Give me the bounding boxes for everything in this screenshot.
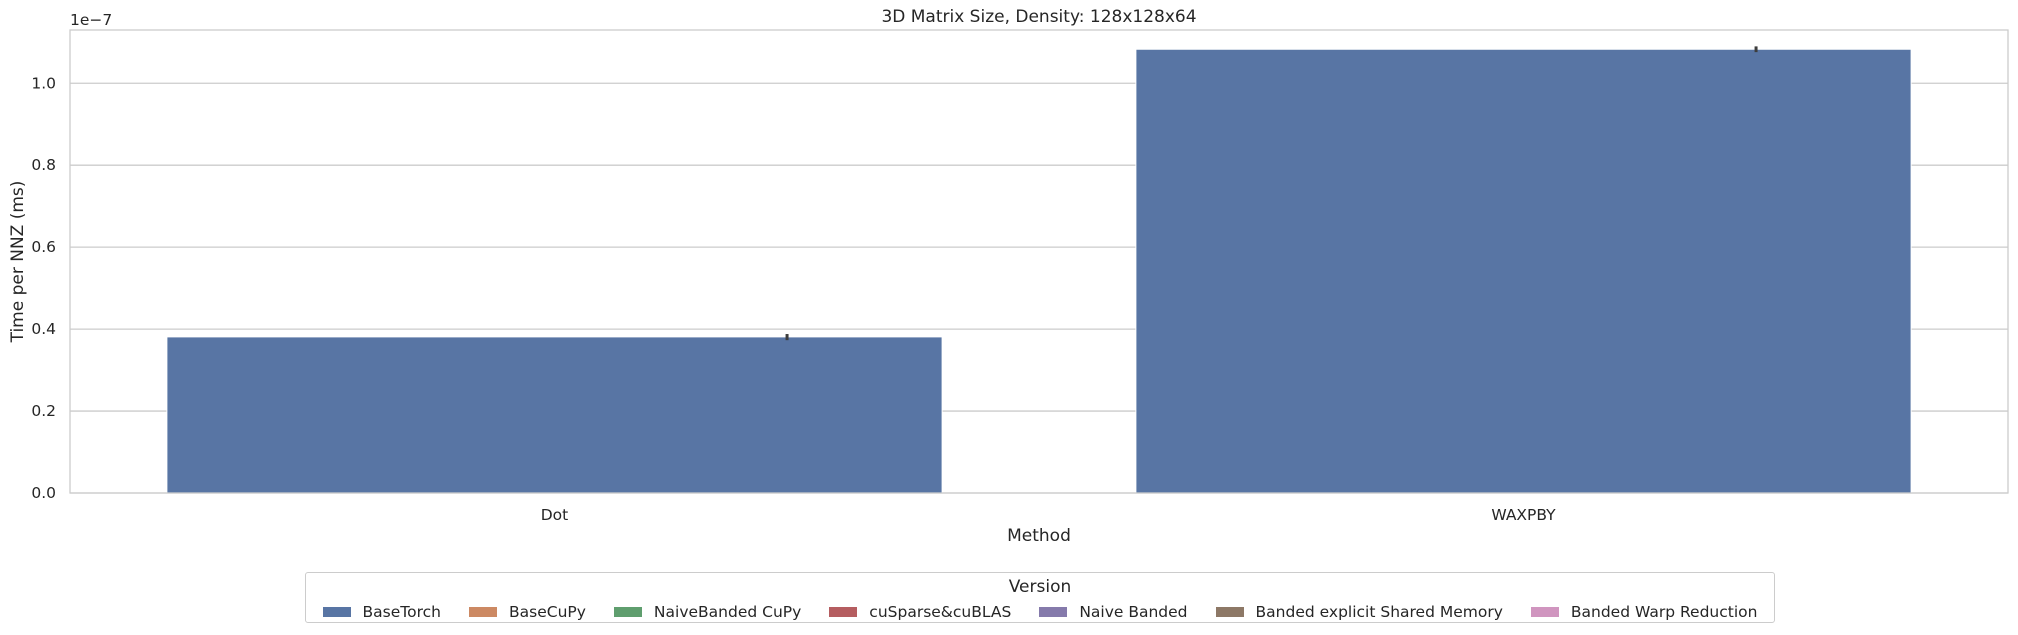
legend-item: Naive Banded (1039, 603, 1188, 621)
legend-swatch (829, 607, 858, 617)
bar (166, 336, 943, 494)
legend-label: cuSparse&cuBLAS (869, 603, 1012, 621)
legend-label: Banded Warp Reduction (1570, 603, 1758, 621)
y-tick-label: 0.4 (31, 320, 56, 338)
legend-label: BaseCuPy (509, 603, 586, 621)
bar (1135, 48, 1912, 494)
legend-label: BaseTorch (362, 603, 441, 621)
y-tick-label: 0.6 (31, 238, 56, 256)
legend-items: BaseTorch BaseCuPy NaiveBanded CuPy cuSpars… (306, 603, 1774, 621)
y-tick-label: 0.0 (31, 484, 56, 502)
legend-swatch (613, 607, 642, 617)
legend-item: Banded explicit Shared Memory (1215, 603, 1503, 621)
legend-swatch (322, 607, 351, 617)
x-axis-label: Method (1007, 526, 1071, 546)
y-tick-label: 1.0 (31, 74, 56, 92)
legend-title: Version (1008, 577, 1072, 597)
legend-item: BaseCuPy (469, 603, 586, 621)
legend-item: NaiveBanded CuPy (613, 603, 802, 621)
legend-label: Naive Banded (1079, 603, 1188, 621)
legend-swatch (469, 607, 497, 617)
legend-swatch (1039, 607, 1068, 617)
legend-item: BaseTorch (322, 603, 441, 621)
chart-title: 3D Matrix Size, Density: 128x128x64 (881, 7, 1197, 27)
legend-swatch (1530, 607, 1559, 617)
legend-label: Banded explicit Shared Memory (1255, 603, 1503, 621)
y-axis-label: Time per NNZ (ms) (8, 181, 28, 344)
x-tick-label: Dot (541, 506, 569, 524)
legend-label: NaiveBanded CuPy (653, 603, 802, 621)
x-tick-label: WAXPBY (1491, 506, 1556, 524)
plot-frame (69, 29, 2009, 494)
y-tick-label: 0.2 (31, 402, 56, 420)
legend-item: cuSparse&cuBLAS (829, 603, 1011, 621)
legend-item: Banded Warp Reduction (1530, 603, 1758, 621)
y-tick-label: 0.8 (31, 156, 56, 174)
legend-swatch (1215, 607, 1244, 617)
legend: Version BaseTorch BaseCuPy NaiveBanded CuP… (305, 572, 1775, 623)
y-offset-label: 1e−7 (70, 11, 112, 29)
